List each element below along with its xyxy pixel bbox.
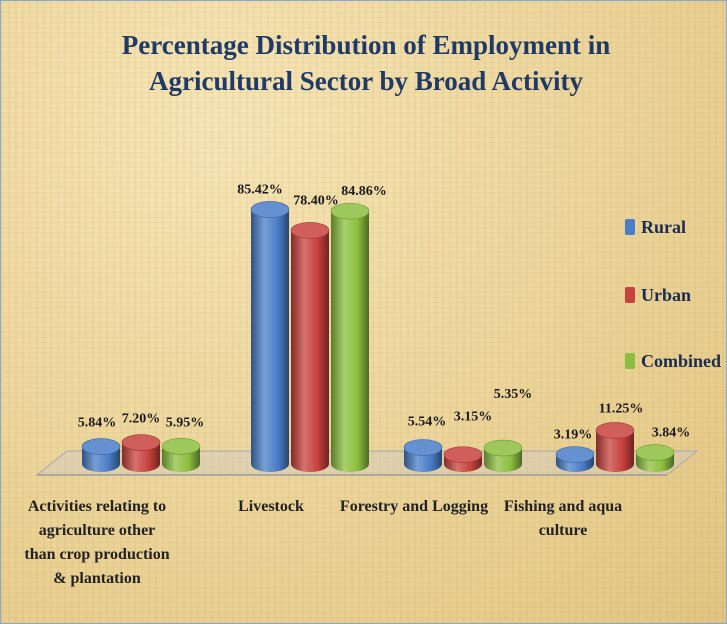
bar-urban-body — [122, 442, 160, 472]
data-label-layer: 5.84% 7.20% 5.95% 85.42% 78.40%84.86% 5.54% 3.… — [78, 182, 691, 442]
bar-urban — [595, 422, 635, 472]
bar-urban-top — [443, 446, 483, 463]
legend-entry-urban: Urban — [625, 285, 691, 305]
legend-entry-rural: Rural — [625, 217, 686, 237]
bar-rural — [555, 446, 595, 472]
bar-rural-top — [81, 438, 121, 455]
x-category-label: Livestock — [238, 498, 304, 515]
bar-rural-top — [403, 439, 443, 456]
data-label: 5.95% — [166, 415, 205, 430]
bar-combined — [483, 439, 523, 472]
bar-urban — [121, 434, 161, 472]
bar-combined-top — [483, 439, 523, 457]
data-label: 7.20% — [122, 412, 161, 427]
bar-urban — [290, 222, 330, 472]
bar-rural — [250, 201, 290, 472]
legend-swatch-rural — [625, 219, 635, 235]
data-label: 3.19% — [554, 427, 593, 442]
legend-entry-combined: Combined — [625, 351, 721, 371]
data-label: 5.54% — [408, 414, 447, 429]
bar-rural — [81, 438, 121, 472]
bar-urban — [443, 446, 483, 472]
data-label: 11.25% — [599, 401, 644, 416]
data-label: 78.40% — [293, 193, 339, 208]
bar-urban-body — [596, 430, 634, 472]
data-label: 5.35% — [494, 387, 533, 402]
legend-label: Combined — [641, 350, 722, 371]
bar-combined — [635, 444, 675, 472]
x-category-label: Fishing and aqua culture — [503, 498, 623, 539]
legend-swatch-combined — [625, 353, 635, 369]
bar-combined-top — [161, 437, 201, 455]
legend-swatch-urban — [625, 287, 635, 303]
data-label: 85.42% — [237, 182, 283, 197]
bar-urban-top — [121, 434, 161, 451]
bar-rural — [403, 439, 443, 472]
bar-rural-body — [251, 209, 289, 472]
legend-label: Urban — [641, 284, 692, 305]
bar-combined-top — [330, 202, 370, 220]
data-label: 84.86% — [341, 184, 387, 199]
bar-rural-top — [555, 446, 595, 463]
bar-combined-body — [331, 211, 369, 473]
bar-combined — [161, 437, 201, 472]
data-label: 5.84% — [78, 416, 117, 431]
bar-combined — [330, 202, 370, 473]
bar-urban-body — [291, 230, 329, 472]
bar-urban-top — [595, 422, 635, 439]
bar-rural-top — [250, 201, 290, 218]
x-category-label: Activities relating to agriculture other… — [24, 498, 170, 587]
bar-layer — [81, 201, 675, 473]
bar-urban-top — [290, 222, 330, 239]
bar-combined-top — [635, 444, 675, 461]
x-category-label: Forestry and Logging — [339, 498, 489, 515]
data-label: 3.84% — [652, 426, 691, 441]
legend-label: Rural — [641, 216, 686, 237]
data-label: 3.15% — [454, 410, 493, 425]
chart-title: Percentage Distribution of Employment in… — [121, 30, 611, 96]
